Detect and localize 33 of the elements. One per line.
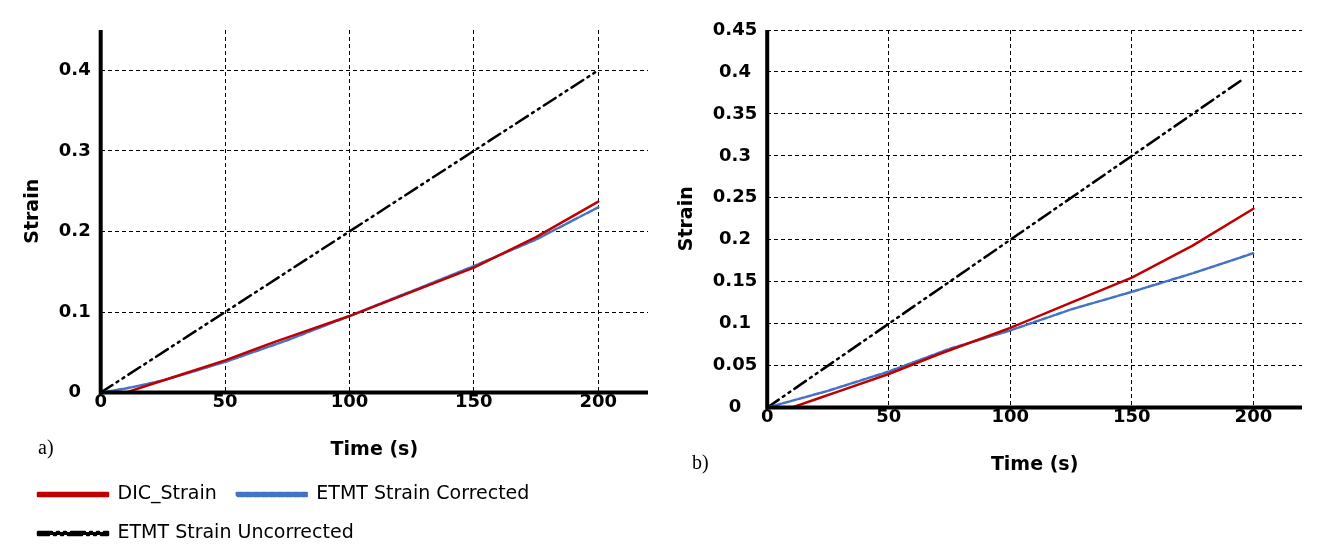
y-tick-label: 0.2: [719, 227, 751, 249]
legend-label: DIC_Strain: [117, 481, 217, 505]
x-tick-label: 150: [455, 390, 493, 412]
legend-label: ETMT Strain Corrected: [316, 481, 530, 504]
y-tick-label: 0.3: [58, 138, 91, 160]
y-axis-title: Strain: [20, 178, 43, 244]
x-tick-label: 100: [330, 390, 369, 412]
x-tick-label: 50: [212, 390, 238, 412]
x-tick-label: 150: [1113, 405, 1151, 427]
x-tick-label: 100: [991, 405, 1030, 427]
text: b): [692, 451, 709, 475]
x-tick-label: 0: [94, 390, 107, 412]
x-tick-label: 200: [579, 390, 618, 412]
y-tick-label: 0.3: [719, 143, 751, 165]
y-tick-label: 0.1: [719, 311, 751, 333]
text: a): [38, 436, 54, 460]
y-tick-label: 0.1: [58, 299, 91, 321]
x-tick-label: 0: [760, 405, 774, 427]
x-tick-label: 50: [876, 405, 902, 427]
y-tick-label: 0.25: [712, 185, 758, 207]
legend-label: ETMT Strain Uncorrected: [117, 520, 354, 543]
y-axis-title: Strain: [674, 186, 697, 252]
y-tick-label: 0.4: [58, 57, 91, 79]
y-tick-label: 0.2: [58, 219, 91, 241]
line-series: [767, 251, 1255, 408]
y-tick-label: 0.05: [712, 353, 758, 375]
x-axis-title: Time (s): [330, 436, 419, 459]
y-tick-label: 0.35: [712, 101, 758, 123]
x-tick-label: 200: [1234, 405, 1273, 427]
x-axis-title: Time (s): [990, 451, 1079, 474]
y-tick-label: 0.15: [712, 269, 758, 291]
y-tick-label: 0.45: [712, 17, 758, 39]
y-tick-label: 0.4: [719, 59, 751, 81]
